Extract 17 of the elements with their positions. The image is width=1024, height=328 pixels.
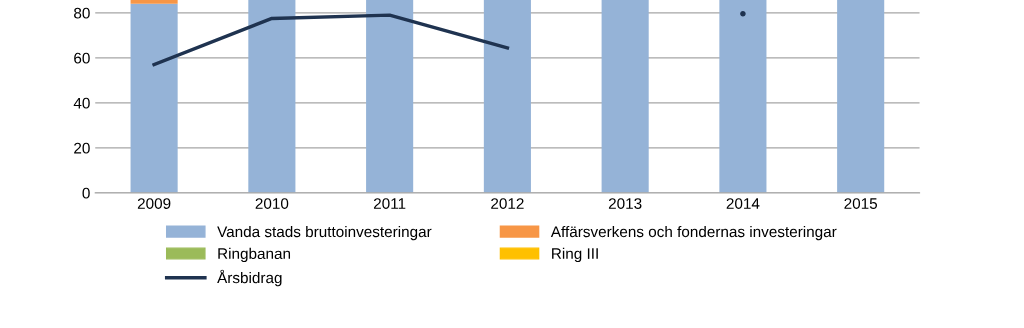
legend-label: Affärsverkens och fondernas investeringar [550,225,837,241]
y-tick-label: 60 [74,52,90,64]
x-tick-label: 2010 [255,198,289,209]
x-tick-label: 2009 [137,198,171,209]
legend-label: Ring III [552,247,598,263]
x-tick-label: 2011 [373,198,406,209]
y-tick-label: 20 [74,142,90,154]
x-tick-label: 2012 [491,198,524,209]
legend-label: Vanda stads bruttoinvesteringar [217,225,432,241]
y-tick-label: 0 [82,187,90,199]
x-tick-label: 2014 [726,198,760,209]
y-tick-label: 80 [74,7,90,19]
legend-label: Årsbidrag [217,269,282,287]
y-tick-label: 40 [73,97,90,109]
legend-label: Ringbanan [218,247,291,263]
x-tick-label: 2015 [844,198,878,209]
x-tick-label: 2013 [608,198,642,209]
